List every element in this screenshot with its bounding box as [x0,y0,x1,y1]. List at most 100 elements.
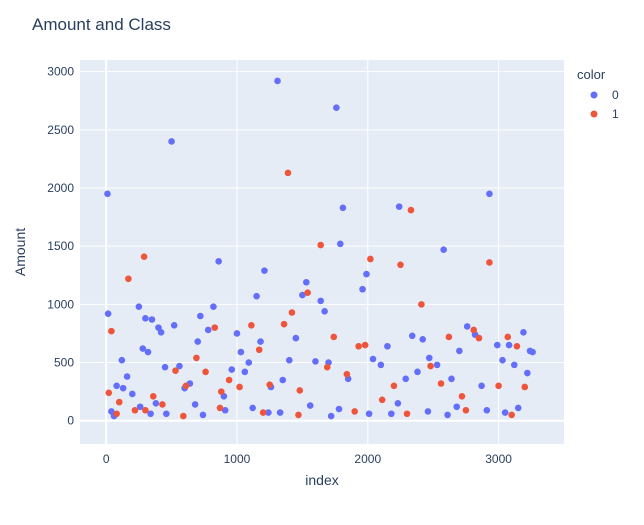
data-point-class-0 [327,412,335,420]
data-point-class-0 [402,375,410,383]
data-point-class-0 [285,356,293,364]
grid [80,60,564,444]
data-point-class-0 [245,359,253,366]
legend-label-1: 1 [612,107,619,121]
data-point-class-1 [125,275,132,283]
data-point-class-1 [458,392,466,400]
data-point-class-0 [448,375,455,383]
x-tick-label: 2000 [354,452,381,466]
data-point-class-1 [418,301,425,308]
data-point-class-0 [419,335,427,343]
tick-labels: 0 1000 2000 3000 0 500 1000 1500 2000 2500 3000 [47,65,512,466]
data-point-class-1 [397,261,404,269]
data-point-class-0 [359,285,366,293]
data-point-class-0 [414,368,421,376]
data-point-class-1 [378,396,386,404]
data-point-class-0 [408,332,416,340]
data-point-class-1 [105,389,113,397]
data-point-class-0 [514,404,522,412]
data-point-class-0 [299,291,306,299]
data-point-class-1 [115,398,123,406]
data-point-class-0 [215,258,222,265]
data-point-class-0 [123,373,131,380]
data-point-class-1 [495,382,502,390]
data-point-class-1 [193,354,200,362]
data-point-class-0 [529,348,536,356]
data-point-class-0 [118,356,126,364]
data-point-class-1 [288,309,296,316]
legend: color 0 1 [577,67,619,121]
data-point-class-0 [253,292,260,300]
data-point-class-0 [433,361,441,369]
data-point-class-1 [236,383,243,391]
data-point-class-0 [483,406,491,414]
y-axis-title: Amount [12,228,28,276]
y-tick-label: 1500 [47,239,74,253]
data-point-class-1 [508,411,515,419]
data-point-class-1 [445,333,453,341]
data-point-class-1 [182,382,190,390]
plot-area [80,60,564,444]
data-point-class-0 [152,399,160,407]
data-point-class-1 [140,253,148,260]
data-point-class-0 [456,347,463,355]
x-tick-label: 3000 [485,452,512,466]
y-tick-label: 3000 [47,65,74,79]
data-point-class-0 [394,399,402,407]
data-point-class-0 [440,246,447,253]
data-point-class-0 [197,312,204,320]
data-point-class-1 [367,255,374,263]
data-point-class-0 [453,403,461,411]
data-point-class-1 [475,334,483,342]
data-point-class-1 [225,376,233,384]
data-point-class-0 [249,404,256,412]
data-point-class-0 [142,315,149,322]
data-point-class-1 [403,410,411,418]
chart-title: Amount and Class [32,15,171,34]
data-point-class-0 [463,323,471,330]
data-point-class-0 [194,338,202,345]
data-point-class-0 [139,345,147,352]
data-point-class-0 [384,342,391,350]
data-point-class-0 [279,376,287,384]
data-point-class-0 [520,328,527,336]
data-point-class-1 [390,382,398,390]
legend-label-0: 0 [612,88,619,102]
legend-title: color [577,67,606,82]
data-point-class-1 [343,370,351,378]
data-point-class-0 [163,410,170,418]
data-point-class-1 [211,324,219,331]
data-point-class-1 [361,341,369,349]
data-point-class-1 [280,320,288,328]
data-point-class-0 [292,334,300,342]
data-point-class-0 [221,406,229,414]
data-points [104,77,536,420]
data-point-class-0 [510,361,518,369]
data-point-class-0 [395,203,403,210]
data-point-class-0 [303,278,310,286]
data-point-class-0 [363,270,370,278]
data-point-class-0 [365,410,373,418]
y-tick-label: 2000 [47,181,74,195]
data-point-class-0 [274,77,281,85]
data-point-class-0 [493,341,501,349]
data-point-class-0 [257,338,264,345]
data-point-class-0 [369,355,377,363]
data-point-class-0 [135,303,143,310]
data-point-class-1 [216,404,224,412]
legend-marker-1 [590,110,598,118]
data-point-class-1 [131,406,139,414]
data-point-class-0 [335,405,343,413]
data-point-class-1 [113,410,120,418]
data-point-class-1 [513,342,521,350]
data-point-class-0 [136,403,144,411]
data-point-class-1 [284,169,292,177]
data-point-class-1 [427,362,434,370]
data-point-class-0 [424,408,432,415]
data-point-class-1 [355,342,362,350]
data-point-class-0 [486,190,493,198]
data-point-class-1 [407,206,415,214]
data-point-class-1 [304,289,311,297]
data-point-class-0 [228,366,236,373]
data-point-class-0 [505,341,513,349]
